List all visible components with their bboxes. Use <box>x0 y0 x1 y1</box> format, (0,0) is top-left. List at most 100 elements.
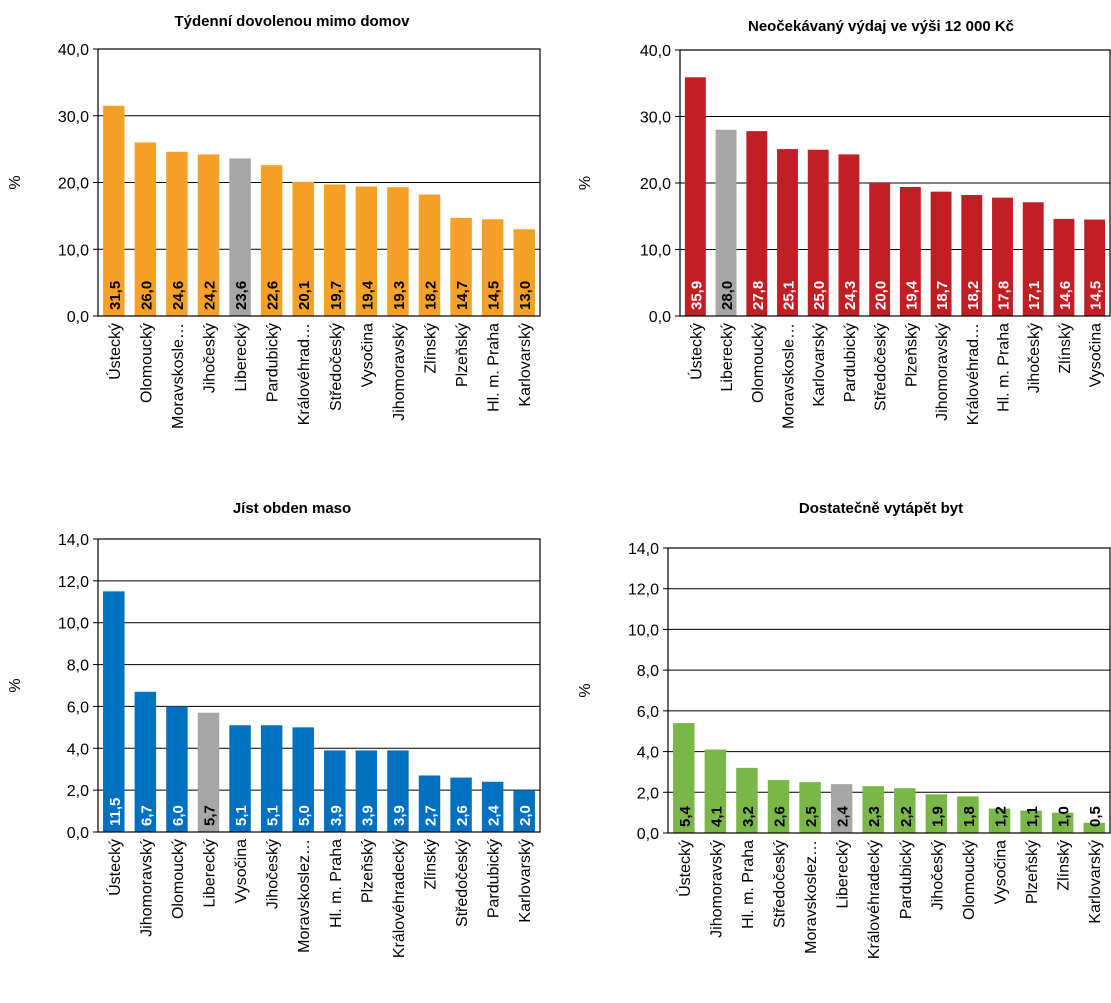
data-label: 18,7 <box>934 281 951 310</box>
bar <box>715 129 737 316</box>
y-tick-label: 0,0 <box>637 826 659 843</box>
data-label: 25,0 <box>811 281 828 310</box>
bar <box>899 186 921 316</box>
category-label: Hl. m. Praha <box>328 839 345 928</box>
bar <box>961 194 983 316</box>
bar <box>418 194 441 316</box>
y-axis-label: % <box>577 176 594 190</box>
y-tick-label: 20,0 <box>58 176 89 193</box>
y-tick-label: 10,0 <box>628 622 659 639</box>
bar <box>450 217 472 316</box>
category-label: Hl. m. Praha <box>486 323 503 412</box>
chart-panel-1: Týdenní dovolenou mimo domov 0,0 10,0 20,0 3… <box>7 13 541 429</box>
category-label: Plzeňský <box>359 839 376 903</box>
bar <box>736 767 758 833</box>
category-label: Vysočina <box>233 839 250 903</box>
y-tick-label: 14,0 <box>628 541 659 558</box>
bar <box>992 197 1013 316</box>
data-label: 23,6 <box>233 281 250 310</box>
bar <box>481 219 504 316</box>
bar <box>418 775 441 832</box>
y-tick-label: 20,0 <box>640 176 671 193</box>
y-tick-label: 4,0 <box>67 741 89 758</box>
bar <box>957 796 979 833</box>
data-label: 3,9 <box>328 805 345 826</box>
data-label: 3,2 <box>740 806 757 827</box>
category-label: Vysočina <box>359 323 376 387</box>
bar <box>355 186 378 316</box>
chart-title: Neočekávaný výdaj ve výši 12 000 Kč <box>748 18 1014 35</box>
data-label: 1,9 <box>929 806 946 827</box>
category-label: Vysočina <box>1088 323 1105 387</box>
category-label: Karlovarský <box>517 323 534 407</box>
bar <box>103 105 125 316</box>
category-label: Jihočeský <box>1026 323 1043 393</box>
y-axis-label: % <box>7 175 24 189</box>
y-tick-label: 14,0 <box>58 532 89 549</box>
data-label: 27,8 <box>750 281 767 310</box>
y-tick-label: 2,0 <box>637 785 659 802</box>
data-label: 31,5 <box>107 281 124 310</box>
category-label: Jihomoravský <box>708 840 725 938</box>
y-tick-label: 4,0 <box>637 745 659 762</box>
data-label: 2,0 <box>517 805 534 826</box>
data-label: 6,0 <box>170 805 187 826</box>
category-label: Jihomoravský <box>138 839 155 937</box>
data-label: 19,4 <box>359 280 376 310</box>
category-label: Pardubický <box>898 840 915 919</box>
data-label: 3,9 <box>391 805 408 826</box>
bar <box>894 788 916 833</box>
y-tick-label: 10,0 <box>58 616 89 633</box>
bar <box>292 181 314 316</box>
data-label: 17,1 <box>1026 281 1043 310</box>
data-label: 2,2 <box>898 806 915 827</box>
category-label: Jihomoravský <box>391 323 408 421</box>
data-label: 5,1 <box>265 805 282 826</box>
category-label: Vysočina <box>993 840 1010 904</box>
category-label: Královéhrad… <box>296 323 313 425</box>
category-label: Pardubický <box>842 323 859 402</box>
data-label: 24,3 <box>842 281 859 310</box>
data-label: 2,4 <box>486 804 503 826</box>
data-label: 20,0 <box>873 281 890 310</box>
y-tick-label: 2,0 <box>67 783 89 800</box>
plot-frame <box>97 48 541 317</box>
category-label: Středočeský <box>772 840 789 928</box>
y-tick-label: 40,0 <box>640 43 671 60</box>
data-label: 18,2 <box>965 281 982 310</box>
category-label: Středočeský <box>454 839 471 927</box>
chart-title: Jíst obden maso <box>233 500 351 517</box>
y-tick-label: 6,0 <box>67 699 89 716</box>
bar <box>134 142 157 316</box>
data-label: 14,6 <box>1057 281 1074 310</box>
category-label: Olomoucký <box>170 839 187 919</box>
data-label: 25,1 <box>781 281 798 310</box>
bar <box>767 780 790 833</box>
data-label: 2,4 <box>835 805 852 827</box>
data-label: 6,7 <box>138 805 155 826</box>
bar <box>229 725 251 832</box>
data-label: 5,0 <box>296 805 313 826</box>
data-label: 0,5 <box>1087 806 1104 827</box>
bar <box>292 727 314 832</box>
category-label: Ústecký <box>686 323 705 380</box>
data-label: 35,9 <box>688 281 705 310</box>
category-label: Moravskoslez… <box>296 839 313 953</box>
chart-title: Dostatečně vytápět byt <box>799 500 963 517</box>
category-label: Zlínský <box>423 323 440 374</box>
data-label: 2,6 <box>772 806 789 827</box>
bar <box>1022 202 1044 316</box>
bar <box>1053 218 1075 316</box>
category-label: Karlovarský <box>811 323 828 407</box>
data-label: 5,1 <box>233 805 250 826</box>
data-label: 26,0 <box>138 281 155 310</box>
category-label: Moravskosle… <box>170 323 187 429</box>
bar <box>988 808 1011 833</box>
category-label: Ústecký <box>105 323 124 380</box>
data-label: 1,1 <box>1024 806 1041 827</box>
category-label: Ústecký <box>675 840 694 897</box>
bar <box>930 191 952 316</box>
category-label: Moravskoslez… <box>803 840 820 954</box>
data-label: 22,6 <box>265 281 282 310</box>
